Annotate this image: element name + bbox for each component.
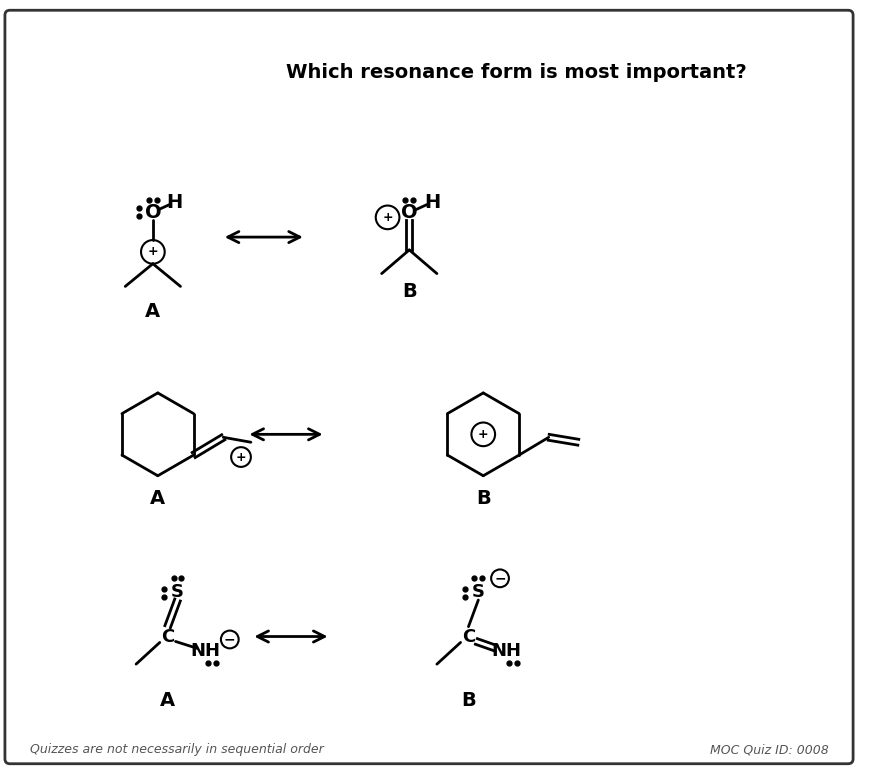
Text: +: + [148, 245, 158, 259]
Text: B: B [461, 691, 475, 710]
Text: NH: NH [490, 642, 521, 660]
Text: +: + [477, 428, 488, 441]
Text: S: S [471, 583, 484, 601]
Text: B: B [401, 282, 416, 301]
Text: Quizzes are not necessarily in sequential order: Quizzes are not necessarily in sequentia… [30, 744, 323, 756]
Text: A: A [160, 691, 175, 710]
Text: A: A [150, 489, 165, 508]
Text: −: − [494, 571, 505, 585]
Text: −: − [223, 632, 235, 646]
Text: H: H [423, 193, 440, 212]
Text: A: A [145, 302, 160, 320]
Text: +: + [235, 450, 246, 464]
Text: +: + [381, 211, 393, 224]
Text: S: S [171, 583, 184, 601]
Text: C: C [461, 628, 474, 646]
Text: H: H [166, 193, 182, 212]
Text: Which resonance form is most important?: Which resonance form is most important? [286, 63, 746, 82]
Text: MOC Quiz ID: 0008: MOC Quiz ID: 0008 [709, 744, 827, 756]
Text: O: O [401, 203, 417, 222]
Text: C: C [161, 628, 174, 646]
Text: O: O [144, 203, 161, 222]
Text: NH: NH [190, 642, 220, 660]
Text: B: B [475, 489, 490, 508]
FancyBboxPatch shape [5, 10, 852, 764]
